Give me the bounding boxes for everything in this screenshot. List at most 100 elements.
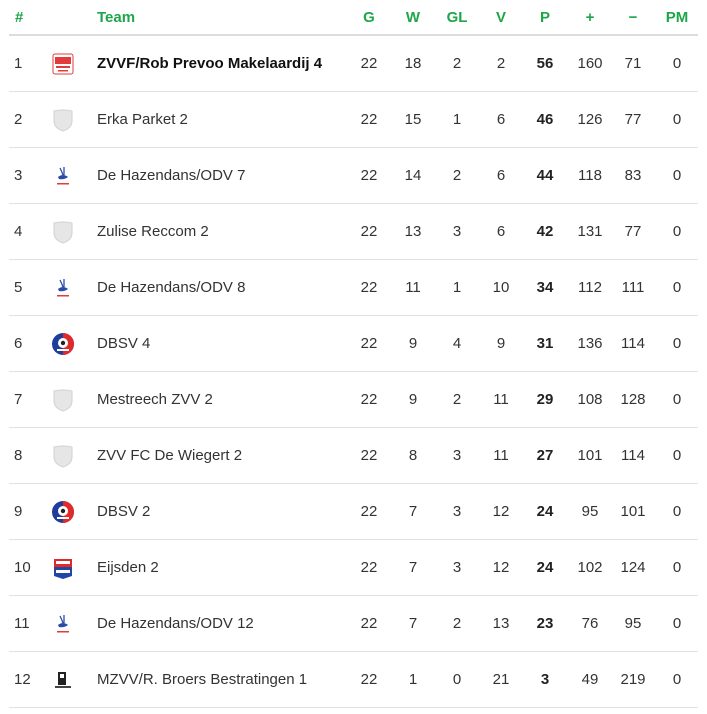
- rank-cell: 10: [14, 559, 31, 576]
- header-points[interactable]: P: [539, 8, 550, 26]
- goals-for-cell: 160: [577, 55, 603, 72]
- header-goals-against[interactable]: −: [628, 8, 638, 26]
- table-row[interactable]: 2 Erka Parket 2 22 15 1 6 46 126 77 0: [9, 92, 698, 148]
- won-cell: 13: [404, 223, 422, 240]
- points-cell: 42: [536, 223, 554, 240]
- team-name-link[interactable]: Erka Parket 2: [97, 111, 188, 128]
- goals-for-cell: 95: [581, 503, 599, 520]
- header-lost[interactable]: V: [495, 8, 506, 26]
- points-cell: 3: [540, 671, 550, 688]
- goals-against-cell: 114: [621, 335, 645, 352]
- dbsv-logo: [45, 484, 81, 539]
- won-cell: 9: [408, 335, 418, 352]
- lost-cell: 6: [496, 111, 506, 128]
- team-name-link[interactable]: MZVV/R. Broers Bestratingen 1: [97, 671, 308, 688]
- goals-against-cell: 77: [624, 223, 642, 240]
- table-row[interactable]: 10 Eijsden 2 22 7 3 12 24 102 124 0: [9, 540, 698, 596]
- header-drawn[interactable]: GL: [446, 8, 468, 26]
- won-cell: 15: [404, 111, 422, 128]
- points-cell: 46: [536, 111, 554, 128]
- won-cell: 14: [404, 167, 422, 184]
- shield-placeholder-icon: [45, 92, 81, 147]
- played-cell: 22: [360, 223, 378, 240]
- table-row[interactable]: 3 De Hazendans/ODV 7 22 14 2 6 44 118 83 0: [9, 148, 698, 204]
- header-won[interactable]: W: [405, 8, 421, 26]
- penalty-points-cell: 0: [672, 559, 682, 576]
- won-cell: 8: [408, 447, 418, 464]
- played-cell: 22: [360, 111, 378, 128]
- penalty-points-cell: 0: [672, 671, 682, 688]
- hazendans-logo: [45, 596, 81, 651]
- played-cell: 22: [360, 279, 378, 296]
- points-cell: 44: [536, 167, 554, 184]
- table-row[interactable]: 8 ZVV FC De Wiegert 2 22 8 3 11 27 101 114 0: [9, 428, 698, 484]
- lost-cell: 21: [492, 671, 510, 688]
- penalty-points-cell: 0: [672, 503, 682, 520]
- team-name-link[interactable]: De Hazendans/ODV 7: [97, 167, 246, 184]
- table-row[interactable]: 9 DBSV 2 22 7 3 12 24 95 101 0: [9, 484, 698, 540]
- header-rank[interactable]: #: [15, 8, 24, 26]
- table-row[interactable]: 5 De Hazendans/ODV 8 22 11 1 10 34 112 111 0: [9, 260, 698, 316]
- goals-against-cell: 71: [624, 55, 642, 72]
- drawn-cell: 1: [452, 279, 462, 296]
- played-cell: 22: [360, 55, 378, 72]
- rank-cell: 6: [14, 335, 23, 352]
- team-name-link[interactable]: DBSV 2: [97, 503, 151, 520]
- team-name-link[interactable]: Zulise Reccom 2: [97, 223, 209, 240]
- team-name-link[interactable]: ZVVF/Rob Prevoo Makelaardij 4: [97, 55, 323, 72]
- table-row[interactable]: 7 Mestreech ZVV 2 22 9 2 11 29 108 128 0: [9, 372, 698, 428]
- dbsv-logo: [45, 316, 81, 371]
- goals-against-cell: 95: [624, 615, 642, 632]
- points-cell: 24: [536, 559, 554, 576]
- header-team[interactable]: Team: [97, 8, 136, 26]
- goals-against-cell: 124: [620, 559, 646, 576]
- team-name-link[interactable]: DBSV 4: [97, 335, 151, 352]
- played-cell: 22: [360, 391, 378, 408]
- team-name-link[interactable]: Eijsden 2: [97, 559, 159, 576]
- goals-against-cell: 128: [620, 391, 646, 408]
- points-cell: 29: [536, 391, 554, 408]
- header-penalty-points[interactable]: PM: [665, 8, 689, 26]
- drawn-cell: 3: [452, 559, 462, 576]
- lost-cell: 9: [496, 335, 506, 352]
- zvvf-logo: [45, 36, 81, 91]
- goals-for-cell: 126: [577, 111, 603, 128]
- rank-cell: 9: [14, 503, 23, 520]
- team-name-link[interactable]: De Hazendans/ODV 12: [97, 615, 254, 632]
- drawn-cell: 2: [452, 167, 462, 184]
- won-cell: 1: [408, 671, 418, 688]
- penalty-points-cell: 0: [672, 391, 682, 408]
- shield-placeholder-icon: [45, 428, 81, 483]
- rank-cell: 7: [14, 391, 23, 408]
- table-row[interactable]: 12 MZVV/R. Broers Bestratingen 1 22 1 0 21 3 49…: [9, 652, 698, 708]
- table-row[interactable]: 6 DBSV 4 22 9 4 9 31 136 114 0: [9, 316, 698, 372]
- rank-cell: 1: [14, 55, 23, 72]
- header-goals-for[interactable]: +: [585, 8, 595, 26]
- played-cell: 22: [360, 615, 378, 632]
- goals-for-cell: 76: [581, 615, 599, 632]
- goals-for-cell: 112: [578, 279, 602, 296]
- points-cell: 24: [536, 503, 554, 520]
- drawn-cell: 2: [452, 615, 462, 632]
- team-name-link[interactable]: ZVV FC De Wiegert 2: [97, 447, 243, 464]
- goals-against-cell: 101: [620, 503, 646, 520]
- goals-for-cell: 102: [577, 559, 603, 576]
- team-name-link[interactable]: De Hazendans/ODV 8: [97, 279, 246, 296]
- eijsden-logo: [45, 540, 81, 595]
- hazendans-logo: [45, 148, 81, 203]
- goals-against-cell: 219: [620, 671, 646, 688]
- played-cell: 22: [360, 447, 378, 464]
- won-cell: 9: [408, 391, 418, 408]
- table-row[interactable]: 1 ZVVF/Rob Prevoo Makelaardij 4 22 18 2 2 56 16…: [9, 36, 698, 92]
- header-played[interactable]: G: [363, 8, 375, 26]
- drawn-cell: 2: [452, 391, 462, 408]
- table-row[interactable]: 4 Zulise Reccom 2 22 13 3 6 42 131 77 0: [9, 204, 698, 260]
- table-row[interactable]: 11 De Hazendans/ODV 12 22 7 2 13 23 76 95 0: [9, 596, 698, 652]
- team-name-link[interactable]: Mestreech ZVV 2: [97, 391, 213, 408]
- goals-for-cell: 136: [577, 335, 603, 352]
- points-cell: 27: [536, 447, 554, 464]
- drawn-cell: 3: [452, 503, 462, 520]
- drawn-cell: 4: [452, 335, 462, 352]
- rank-cell: 4: [14, 223, 23, 240]
- penalty-points-cell: 0: [672, 615, 682, 632]
